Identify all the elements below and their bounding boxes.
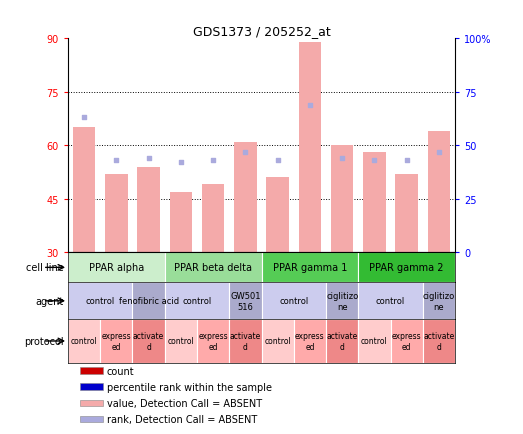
Bar xyxy=(395,174,418,253)
Bar xyxy=(229,283,262,319)
Text: PPAR gamma 2: PPAR gamma 2 xyxy=(369,263,444,273)
Bar xyxy=(169,192,192,253)
Text: PPAR gamma 1: PPAR gamma 1 xyxy=(272,263,347,273)
Text: activate
d: activate d xyxy=(326,332,358,351)
Bar xyxy=(68,283,132,319)
Bar xyxy=(132,319,165,363)
Point xyxy=(435,149,443,156)
Bar xyxy=(262,319,294,363)
Text: express
ed: express ed xyxy=(295,332,325,351)
Bar xyxy=(331,146,354,253)
Text: control: control xyxy=(183,297,212,306)
Bar xyxy=(358,253,455,283)
Text: control: control xyxy=(279,297,309,306)
Point xyxy=(274,158,282,164)
Bar xyxy=(73,128,95,253)
Bar xyxy=(294,319,326,363)
Bar xyxy=(105,174,128,253)
Text: PPAR beta delta: PPAR beta delta xyxy=(174,263,252,273)
Text: activate
d: activate d xyxy=(133,332,164,351)
Bar xyxy=(202,185,224,253)
Point xyxy=(209,158,218,164)
Text: GW501
516: GW501 516 xyxy=(230,292,260,311)
Bar xyxy=(79,400,103,406)
Bar xyxy=(79,416,103,422)
Bar xyxy=(165,253,262,283)
Point xyxy=(144,155,153,162)
Text: control: control xyxy=(264,337,291,345)
Text: percentile rank within the sample: percentile rank within the sample xyxy=(107,382,271,392)
Bar xyxy=(423,319,455,363)
Bar xyxy=(68,253,165,283)
Bar xyxy=(391,319,423,363)
Text: control: control xyxy=(167,337,194,345)
Point xyxy=(80,115,88,122)
Bar xyxy=(165,319,197,363)
Point xyxy=(177,160,185,167)
Text: fenofibric acid: fenofibric acid xyxy=(119,297,179,306)
Bar xyxy=(423,283,455,319)
Bar xyxy=(165,283,229,319)
Text: activate
d: activate d xyxy=(423,332,454,351)
Text: protocol: protocol xyxy=(25,336,64,346)
Text: control: control xyxy=(361,337,388,345)
Bar xyxy=(326,319,358,363)
Bar xyxy=(68,319,100,363)
Bar xyxy=(138,167,160,253)
Bar xyxy=(358,283,423,319)
Point xyxy=(403,158,411,164)
Text: agent: agent xyxy=(36,296,64,306)
Bar xyxy=(358,319,391,363)
Bar xyxy=(262,253,358,283)
Point xyxy=(241,149,249,156)
Text: value, Detection Call = ABSENT: value, Detection Call = ABSENT xyxy=(107,398,262,408)
Text: cell line: cell line xyxy=(26,263,64,273)
Bar xyxy=(326,283,358,319)
Text: express
ed: express ed xyxy=(101,332,131,351)
Point xyxy=(338,155,346,162)
Point xyxy=(305,102,314,109)
Bar xyxy=(363,153,385,253)
Text: ciglitizo
ne: ciglitizo ne xyxy=(423,292,455,311)
Bar xyxy=(100,319,132,363)
Text: count: count xyxy=(107,366,134,376)
Bar xyxy=(79,368,103,374)
Bar xyxy=(299,43,321,253)
Title: GDS1373 / 205252_at: GDS1373 / 205252_at xyxy=(192,25,331,38)
Text: rank, Detection Call = ABSENT: rank, Detection Call = ABSENT xyxy=(107,414,257,424)
Bar xyxy=(262,283,326,319)
Text: PPAR alpha: PPAR alpha xyxy=(89,263,144,273)
Bar xyxy=(266,178,289,253)
Text: ciglitizo
ne: ciglitizo ne xyxy=(326,292,358,311)
Bar xyxy=(197,319,229,363)
Bar xyxy=(229,319,262,363)
Bar xyxy=(234,142,257,253)
Text: control: control xyxy=(86,297,115,306)
Point xyxy=(370,158,379,164)
Bar xyxy=(79,384,103,390)
Text: express
ed: express ed xyxy=(198,332,228,351)
Bar xyxy=(428,132,450,253)
Text: control: control xyxy=(376,297,405,306)
Bar xyxy=(132,283,165,319)
Text: express
ed: express ed xyxy=(392,332,422,351)
Point xyxy=(112,158,120,164)
Text: control: control xyxy=(71,337,97,345)
Text: activate
d: activate d xyxy=(230,332,261,351)
